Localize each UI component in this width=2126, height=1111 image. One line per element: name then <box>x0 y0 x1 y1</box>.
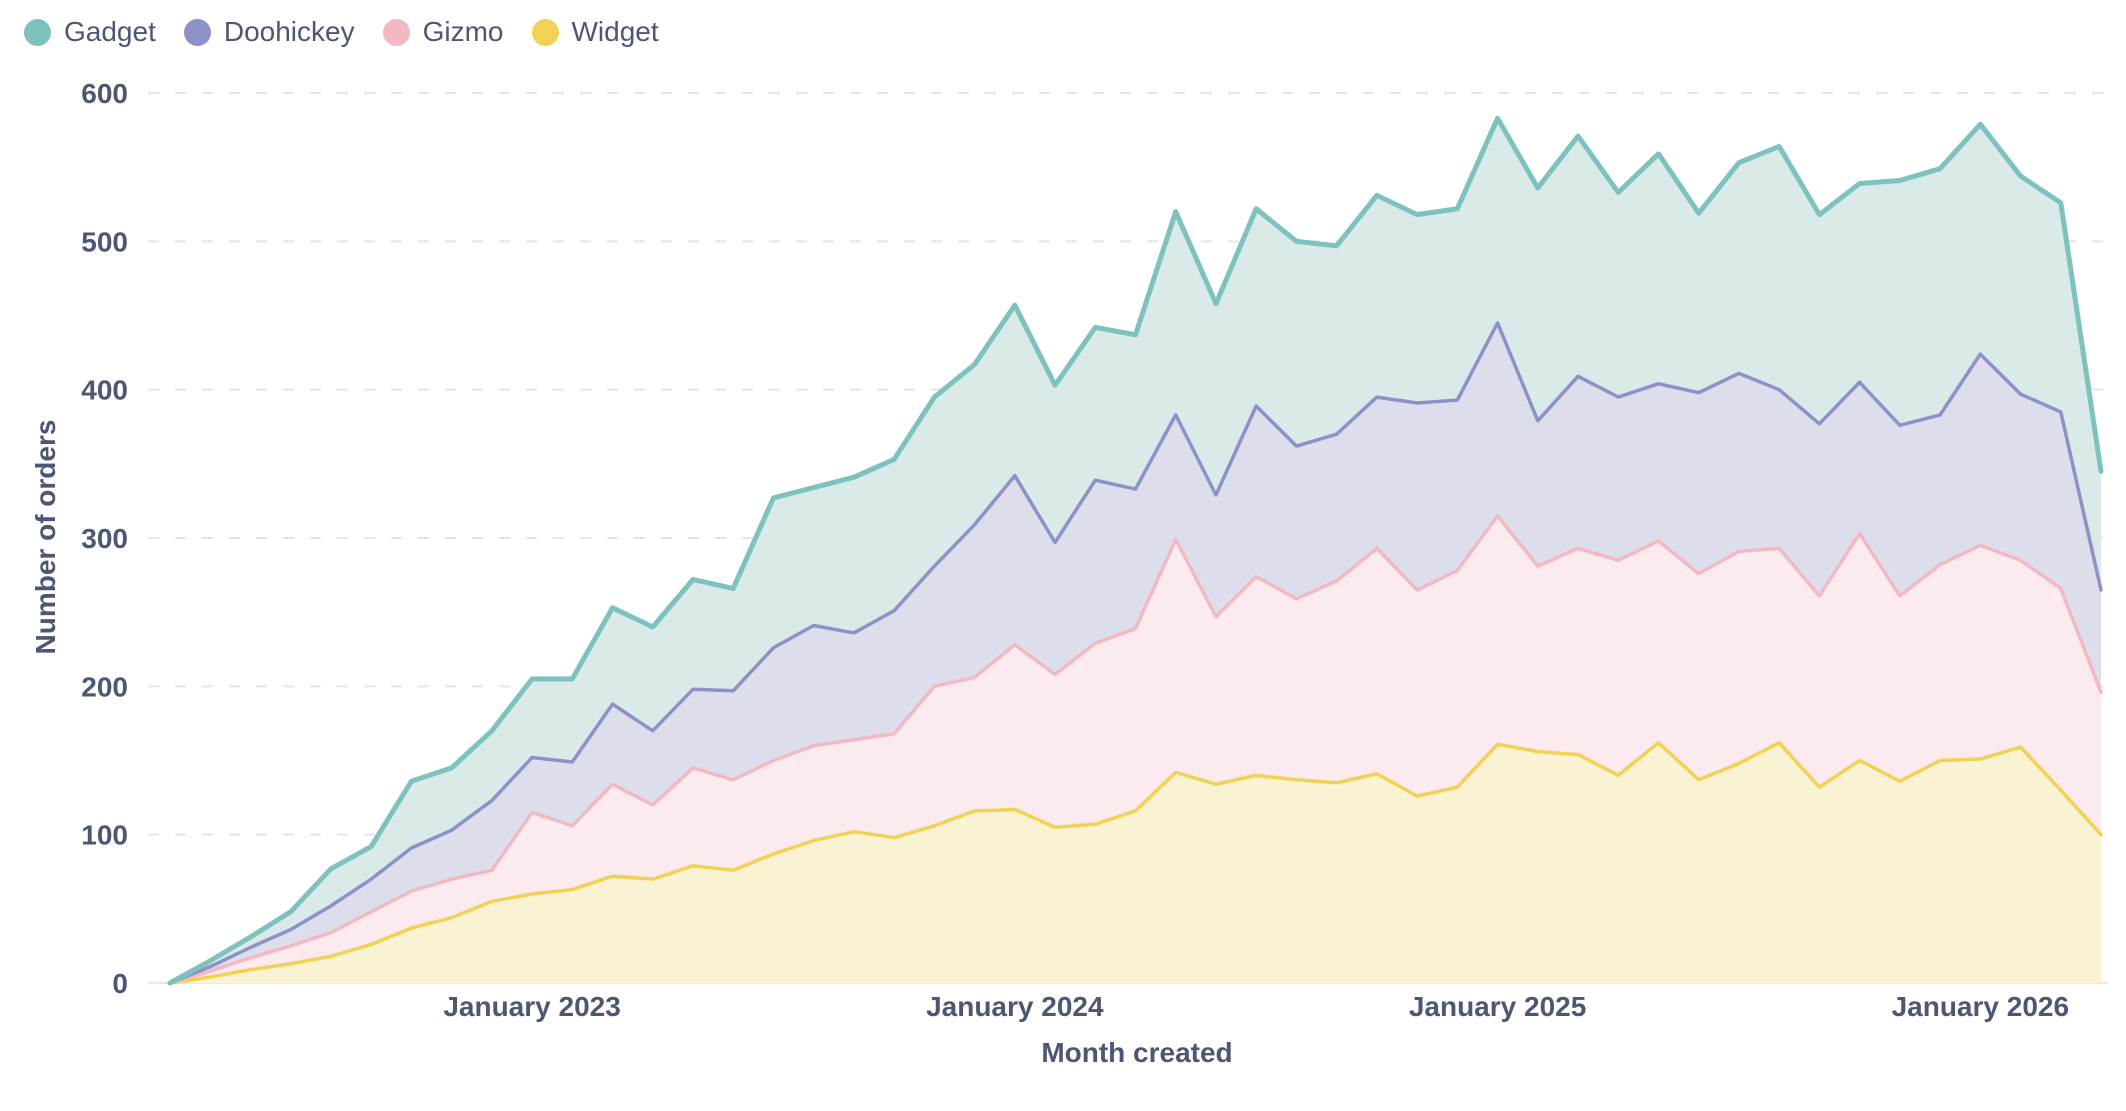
legend-label: Gadget <box>64 16 156 47</box>
y-tick-label-400: 400 <box>81 375 128 406</box>
line-gizmo[interactable] <box>168 514 2103 985</box>
legend-item-doohickey[interactable]: Doohickey <box>183 16 355 47</box>
area-widget[interactable] <box>170 742 2101 983</box>
x-tick-label-january-2025: January 2025 <box>1409 991 1586 1022</box>
line-doohickey[interactable] <box>168 321 2103 985</box>
x-tick-label-january-2024: January 2024 <box>926 991 1104 1022</box>
legend-item-widget[interactable]: Widget <box>531 16 659 47</box>
legend-label: Widget <box>571 16 659 47</box>
y-tick-label-600: 600 <box>81 78 128 109</box>
area-gizmo[interactable] <box>170 515 2101 983</box>
y-axis-title: Number of orders <box>30 420 61 655</box>
x-tick-label-january-2023: January 2023 <box>443 991 620 1022</box>
y-tick-label-200: 200 <box>81 671 128 702</box>
area-doohickey[interactable] <box>170 322 2101 983</box>
line-gadget[interactable] <box>167 115 2104 986</box>
x-axis-title: Month created <box>1041 1037 1232 1068</box>
y-tick-label-300: 300 <box>81 523 128 554</box>
line-widget[interactable] <box>168 740 2103 985</box>
y-tick-label-500: 500 <box>81 226 128 257</box>
x-tick-label-january-2026: January 2026 <box>1892 991 2069 1022</box>
legend-item-gadget[interactable]: Gadget <box>24 18 156 46</box>
legend-item-gizmo[interactable]: Gizmo <box>382 16 504 47</box>
legend-dot-doohickey <box>183 18 211 46</box>
legend-dot-gadget <box>24 18 51 46</box>
area-gadget[interactable] <box>170 118 2101 984</box>
legend: Gadget Doohickey Gizmo Widget <box>24 18 659 46</box>
y-tick-label-100: 100 <box>81 820 128 851</box>
legend-dot-widget <box>531 18 559 46</box>
legend-dot-gizmo <box>382 18 410 46</box>
legend-label: Doohickey <box>223 16 355 47</box>
legend-label: Gizmo <box>422 16 504 47</box>
y-tick-label-0: 0 <box>112 968 128 999</box>
